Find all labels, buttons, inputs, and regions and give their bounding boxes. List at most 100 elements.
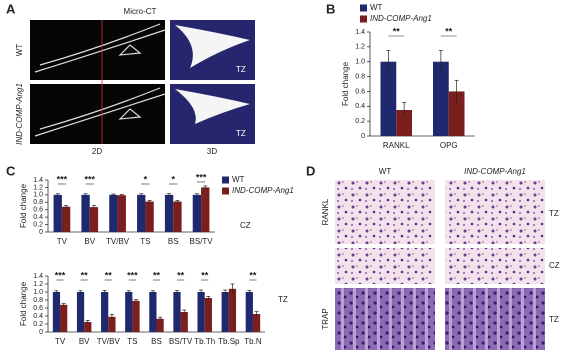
bar <box>396 110 412 136</box>
x-tick-label: TV/BV <box>97 337 121 346</box>
y-tick-label: 0.2 <box>355 118 365 125</box>
significance-label: ** <box>201 270 209 280</box>
x-tick-label: TS <box>127 337 137 346</box>
bar <box>180 312 188 332</box>
y-tick-label: 1.4 <box>355 29 365 36</box>
legend-label: IND-COMP-Ang1 <box>370 14 432 23</box>
column-label: WT <box>379 167 392 176</box>
bar <box>228 288 237 332</box>
column-label: 2D <box>92 147 102 156</box>
y-tick-label: 0.2 <box>33 221 43 228</box>
significance-label: ** <box>249 270 257 280</box>
y-tick-label: 1.2 <box>33 281 43 288</box>
row-label: IND-COMP-Ang1 <box>15 83 24 145</box>
significance-label: ** <box>105 270 113 280</box>
bar <box>53 194 62 232</box>
panel-label: B <box>326 1 335 16</box>
bar <box>132 300 140 332</box>
zone-label: TZ <box>278 295 288 304</box>
bar <box>52 292 61 332</box>
x-tick-label: BS <box>151 337 162 346</box>
bar <box>197 292 205 332</box>
legend-label: WT <box>232 175 245 184</box>
panel-label: C <box>6 163 16 178</box>
panel-label: D <box>306 163 315 178</box>
panel-label: A <box>6 1 16 16</box>
significance-label: *** <box>55 270 66 280</box>
significance-label: *** <box>127 270 138 280</box>
y-tick-label: 0.8 <box>355 73 365 80</box>
x-tick-label: BS/TV <box>190 237 214 246</box>
legend-swatch <box>222 176 229 184</box>
x-tick-label: BS/TV <box>169 337 193 346</box>
y-axis-label: Fold change <box>341 61 350 106</box>
significance-label: *** <box>84 174 95 184</box>
legend-swatch <box>222 187 229 195</box>
y-axis-label: Fold change <box>19 281 28 326</box>
y-tick-label: 0.2 <box>33 321 43 328</box>
significance-label: ** <box>177 270 185 280</box>
significance-label: ** <box>81 270 89 280</box>
bar <box>192 194 202 232</box>
micro-ct-images <box>30 20 255 144</box>
bar <box>448 91 465 136</box>
bar <box>252 314 261 332</box>
bar <box>164 194 174 232</box>
y-tick-label: 0.4 <box>33 313 43 320</box>
row-label: WT <box>15 44 24 57</box>
x-tick-label: Tb.Th <box>194 337 215 346</box>
y-tick-label: 1.2 <box>33 184 43 191</box>
x-tick-label: BS <box>168 237 179 246</box>
legend-label: WT <box>370 3 383 12</box>
bar <box>156 318 164 332</box>
bar <box>221 292 229 332</box>
legend-label: IND-COMP-Ang1 <box>232 186 294 195</box>
y-tick-label: 0.8 <box>33 297 43 304</box>
significance-label: * <box>144 174 148 184</box>
column-label: IND-COMP-Ang1 <box>464 167 526 176</box>
x-tick-label: BV <box>84 237 95 246</box>
bar <box>173 292 181 332</box>
y-tick-label: 1.0 <box>355 59 365 66</box>
zone-label: CZ <box>549 261 560 270</box>
significance-label: *** <box>57 174 68 184</box>
zone-label: CZ <box>240 221 251 230</box>
x-tick-label: TS <box>140 237 150 246</box>
x-tick-label: OPG <box>440 141 458 150</box>
y-tick-label: 0 <box>361 133 365 140</box>
significance-label: ** <box>393 26 401 36</box>
bar <box>125 292 133 332</box>
bar <box>89 207 99 232</box>
y-tick-label: 1.0 <box>33 289 43 296</box>
bar <box>204 298 212 332</box>
legend-swatch <box>360 15 367 23</box>
bar <box>101 292 109 332</box>
x-tick-label: RANKL <box>383 141 410 150</box>
x-tick-label: TV/BV <box>106 237 130 246</box>
significance-label: ** <box>445 26 453 36</box>
significance-label: ** <box>153 270 161 280</box>
row-label: RANKL <box>321 198 330 225</box>
bar <box>81 194 90 232</box>
x-tick-label: BV <box>79 337 90 346</box>
bar <box>245 292 253 332</box>
image-label: TZ <box>236 65 246 74</box>
bar <box>108 316 116 332</box>
row-label: TRAP <box>321 308 330 329</box>
panel-title: Micro-CT <box>124 7 157 16</box>
bar <box>109 194 118 232</box>
y-tick-label: 1.2 <box>355 44 365 51</box>
zone-label: TZ <box>549 315 559 324</box>
column-label: 3D <box>207 147 217 156</box>
bar <box>201 187 210 232</box>
zone-label: TZ <box>549 209 559 218</box>
bar <box>145 201 154 232</box>
bar <box>61 206 71 232</box>
y-tick-label: 0.6 <box>355 88 365 95</box>
bar <box>149 292 157 332</box>
y-tick-label: 0 <box>39 229 43 236</box>
y-tick-label: 0.6 <box>33 305 43 312</box>
image-label: TZ <box>236 129 246 138</box>
bar <box>117 195 126 232</box>
